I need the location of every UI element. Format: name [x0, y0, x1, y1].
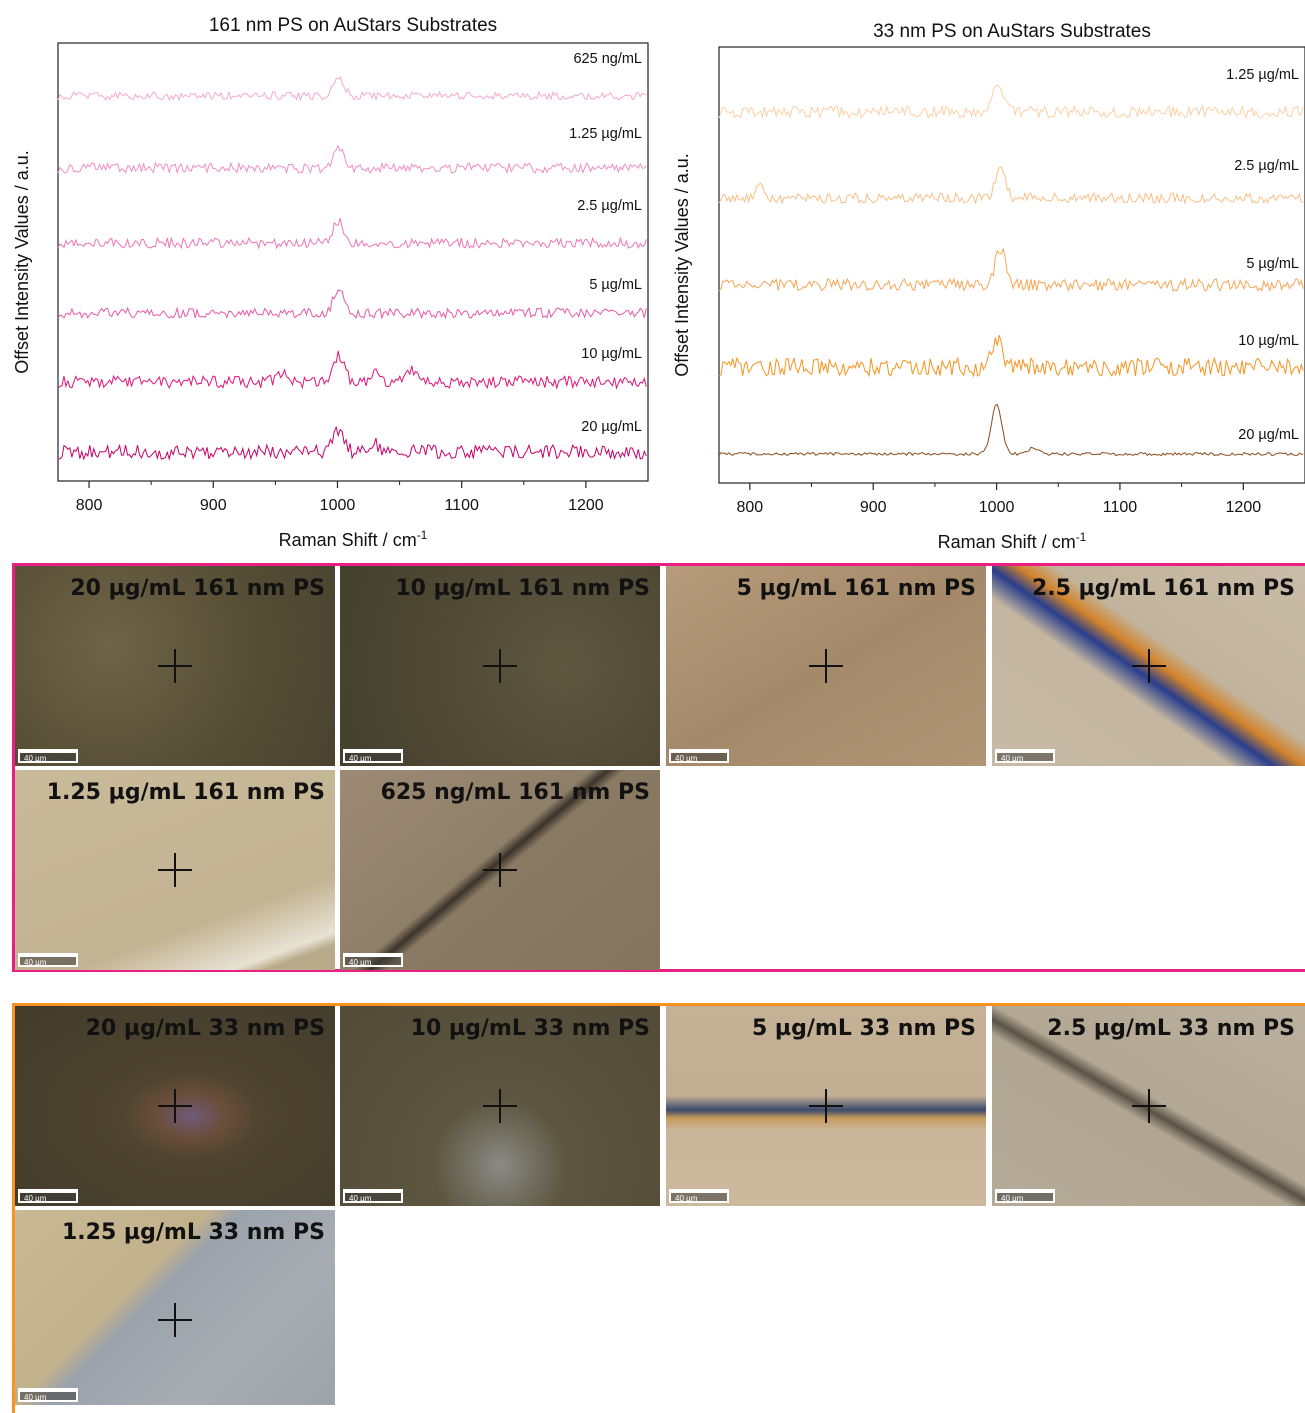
- crosshair-icon: [1131, 649, 1166, 683]
- x-tick-label: 1100: [444, 497, 479, 514]
- scale-bar: 40 µm: [995, 1189, 1055, 1203]
- crosshair-icon: [158, 649, 192, 683]
- micrograph-161-5: 5 µg/mL 161 nm PS 40 µm: [666, 566, 986, 766]
- micrograph-161-1-25: 1.25 µg/mL 161 nm PS 40 µm: [15, 770, 335, 970]
- x-axis-label: Raman Shift / cm-1: [279, 528, 428, 550]
- series-line: [718, 166, 1304, 205]
- crosshair-icon: [483, 853, 517, 887]
- micrograph-label: 5 µg/mL 161 nm PS: [736, 576, 976, 601]
- series-line: [57, 289, 647, 320]
- series-label: 5 µg/mL: [589, 277, 642, 293]
- x-tick-label: 1100: [1103, 499, 1138, 516]
- micrograph-33-5: 5 µg/mL 33 nm PS 40 µm: [666, 1006, 986, 1206]
- scale-bar: 40 µm: [18, 749, 78, 763]
- x-tick-label: 1000: [320, 497, 356, 514]
- series-label: 10 µg/mL: [581, 346, 642, 362]
- y-axis-label: Offset Intensity Values / a.u.: [672, 153, 692, 376]
- x-axis-label: Raman Shift / cm-1: [938, 530, 1087, 552]
- micrograph-label: 10 µg/mL 161 nm PS: [395, 576, 650, 601]
- y-axis-label: Offset Intensity Values / a.u.: [12, 150, 32, 373]
- series-line: [58, 425, 647, 461]
- scale-bar: 40 µm: [669, 1189, 729, 1203]
- micrograph-33-20: 20 µg/mL 33 nm PS 40 µm: [15, 1006, 335, 1206]
- series-label: 2.5 µg/mL: [577, 198, 642, 214]
- micrograph-label: 2.5 µg/mL 161 nm PS: [1031, 576, 1295, 601]
- chart-title: 161 nm PS on AuStars Substrates: [209, 15, 497, 36]
- micrograph-panel-33nm: [12, 1003, 1305, 1413]
- chart-title: 33 nm PS on AuStars Substrates: [873, 21, 1151, 42]
- raman-chart-161nm-svg: 161 nm PS on AuStars Substrates 800 900 100…: [12, 15, 649, 550]
- x-tick-label: 1000: [979, 499, 1015, 516]
- crosshair-icon: [483, 649, 517, 683]
- crosshair-icon: [1131, 1089, 1166, 1123]
- plot-frame: [57, 42, 649, 482]
- crosshair-icon: [158, 853, 192, 887]
- micrograph-33-1-25: 1.25 µg/mL 33 nm PS 40 µm: [15, 1210, 335, 1405]
- x-tick-label: 1200: [568, 497, 604, 514]
- crosshair-icon: [158, 1089, 192, 1123]
- series-label: 625 ng/mL: [573, 51, 642, 67]
- scale-bar: 40 µm: [18, 1189, 78, 1203]
- scale-bar: 40 µm: [18, 1388, 78, 1402]
- micrograph-label: 1.25 µg/mL 33 nm PS: [61, 1220, 325, 1245]
- scale-bar: 40 µm: [995, 749, 1055, 763]
- scale-bar: 40 µm: [669, 749, 729, 763]
- series-label: 20 µg/mL: [1238, 427, 1299, 443]
- raman-chart-161nm: 161 nm PS on AuStars Substrates 800 900 100…: [0, 0, 655, 560]
- micrograph-161-2-5: 2.5 µg/mL 161 nm PS 40 µm: [992, 566, 1305, 766]
- crosshair-icon: [158, 1302, 192, 1337]
- series-line: [57, 76, 647, 102]
- series-line: [57, 350, 647, 390]
- scale-bar: 40 µm: [18, 953, 78, 967]
- series-line: [718, 247, 1304, 293]
- micrograph-label: 5 µg/mL 33 nm PS: [751, 1016, 976, 1041]
- raman-chart-33nm-svg: 33 nm PS on AuStars Substrates 800 900 1000…: [672, 21, 1305, 552]
- micrograph-161-10: 10 µg/mL 161 nm PS 40 µm: [340, 566, 660, 766]
- crosshair-icon: [809, 1089, 843, 1123]
- micrograph-label: 625 ng/mL 161 nm PS: [380, 780, 650, 805]
- series-label: 1.25 µg/mL: [1226, 67, 1299, 83]
- x-tick-label: 800: [76, 497, 103, 514]
- scale-bar: 40 µm: [343, 749, 403, 763]
- micrograph-161-20: 20 µg/mL 161 nm PS 40 µm: [15, 566, 335, 766]
- micrograph-33-10: 10 µg/mL 33 nm PS 40 µm: [340, 1006, 660, 1206]
- micrograph-33-2-5: 2.5 µg/mL 33 nm PS 40 µm: [992, 1006, 1305, 1206]
- micrograph-label: 20 µg/mL 161 nm PS: [70, 576, 325, 601]
- crosshair-icon: [809, 649, 843, 683]
- micrograph-label: 20 µg/mL 33 nm PS: [85, 1016, 325, 1041]
- series-line: [718, 84, 1304, 120]
- series-line: [57, 218, 647, 250]
- plot-frame: [718, 46, 1305, 484]
- series-label: 2.5 µg/mL: [1234, 158, 1299, 174]
- x-tick-label: 1200: [1226, 499, 1262, 516]
- series-label: 20 µg/mL: [581, 419, 642, 435]
- series-line: [57, 144, 647, 175]
- series-label: 10 µg/mL: [1238, 333, 1299, 349]
- micrograph-label: 2.5 µg/mL 33 nm PS: [1047, 1016, 1295, 1041]
- x-tick-label: 900: [200, 497, 227, 514]
- micrograph-label: 10 µg/mL 33 nm PS: [410, 1016, 650, 1041]
- micrograph-label: 1.25 µg/mL 161 nm PS: [46, 780, 325, 805]
- x-tick-label: 800: [736, 499, 763, 516]
- micrograph-161-625: 625 ng/mL 161 nm PS 40 µm: [340, 770, 660, 970]
- series-line: [718, 403, 1304, 457]
- crosshair-icon: [483, 1089, 517, 1123]
- series-label: 1.25 µg/mL: [569, 126, 642, 142]
- x-tick-label: 900: [860, 499, 887, 516]
- micrograph-panel-161nm: [12, 563, 1305, 972]
- raman-chart-33nm: 33 nm PS on AuStars Substrates 800 900 1000…: [660, 0, 1305, 560]
- scale-bar: 40 µm: [343, 953, 403, 967]
- series-line: [718, 335, 1304, 378]
- scale-bar: 40 µm: [343, 1189, 403, 1203]
- series-label: 5 µg/mL: [1246, 256, 1299, 272]
